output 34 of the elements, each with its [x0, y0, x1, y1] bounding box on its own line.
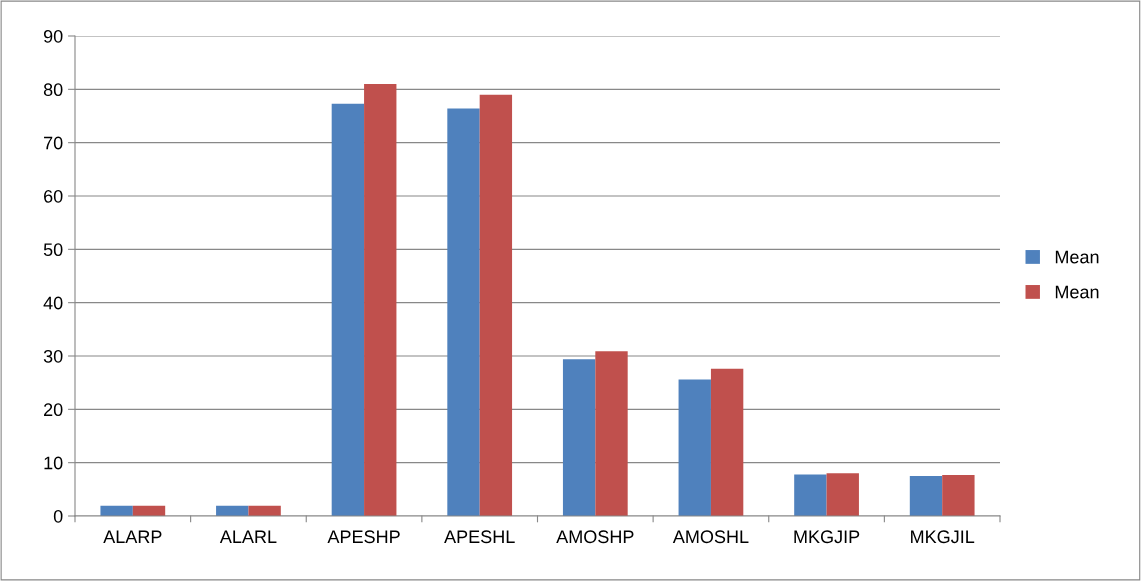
bar: [364, 84, 397, 516]
bar: [794, 474, 827, 516]
bar: [909, 476, 943, 516]
legend-label: Mean: [1055, 250, 1099, 264]
y-tick-label: 50: [43, 243, 63, 257]
x-tick-label: MKGJIP: [794, 530, 860, 544]
x-tick-label: AMOSHL: [672, 530, 749, 544]
y-tick-label: 70: [44, 136, 63, 150]
bar: [562, 359, 596, 516]
y-tick-label: 80: [43, 83, 63, 97]
bar: [710, 368, 744, 516]
y-tick-label: 0: [53, 509, 63, 523]
bar: [479, 94, 513, 516]
y-tick-label: 10: [44, 456, 63, 470]
x-tick-label: APESHL: [444, 530, 515, 544]
bar: [248, 505, 281, 516]
y-tick-label: 20: [44, 403, 63, 417]
y-tick-label: 40: [43, 296, 63, 310]
bar: [100, 505, 133, 516]
y-tick-label: 90: [43, 29, 63, 43]
bar: [331, 103, 365, 516]
bar: [942, 474, 975, 516]
legend-label: Mean: [1055, 285, 1099, 299]
bar: [447, 108, 480, 516]
x-tick-label: ALARP: [103, 530, 162, 543]
y-tick-label: 60: [44, 189, 63, 203]
x-tick-label: ALARL: [219, 530, 277, 543]
x-tick-label: MKGJIL: [911, 530, 975, 544]
bar: [678, 379, 711, 516]
y-tick-label: 30: [43, 349, 63, 363]
x-tick-label: APESHP: [327, 530, 400, 544]
x-tick-label: AMOSHP: [556, 530, 634, 544]
bar: [826, 473, 859, 516]
bar: [595, 351, 628, 516]
